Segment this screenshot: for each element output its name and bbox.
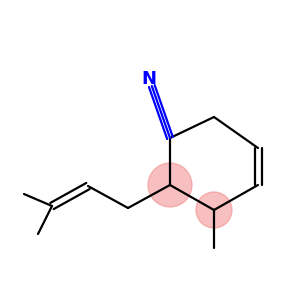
Circle shape: [148, 163, 192, 207]
Circle shape: [196, 192, 232, 228]
Text: N: N: [142, 70, 157, 88]
